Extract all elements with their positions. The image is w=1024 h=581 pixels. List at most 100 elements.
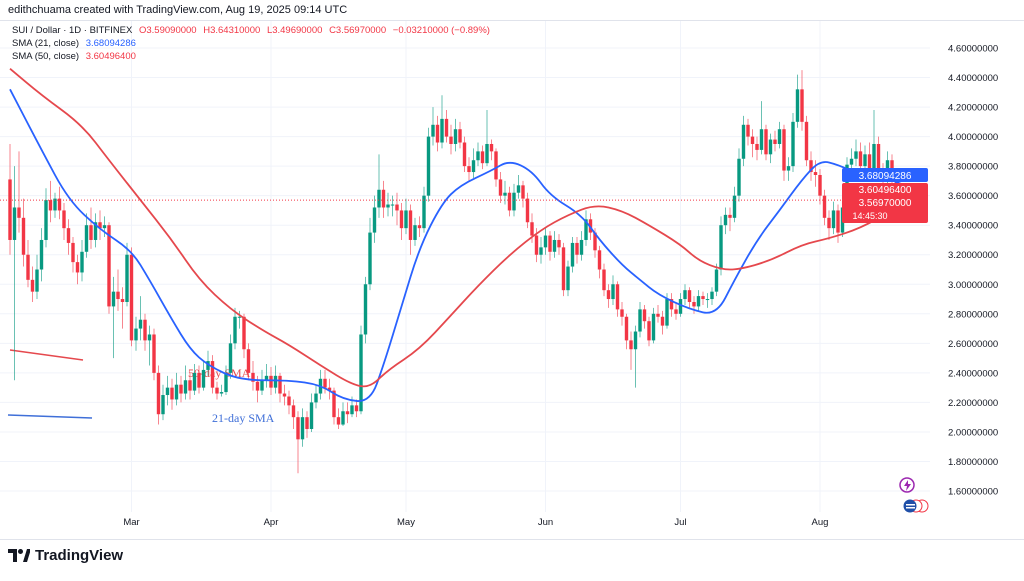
candle-body (269, 375, 273, 388)
candle (399, 203, 404, 240)
candle (539, 237, 543, 264)
candle-body (188, 380, 192, 391)
symbol-label[interactable]: SUI / Dollar · 1D · BITFINEX (12, 25, 133, 36)
logo-text: TradingView (35, 547, 124, 564)
candle (696, 290, 701, 311)
candle (597, 245, 602, 279)
candle-body (102, 225, 107, 229)
candle-body (692, 301, 696, 307)
candle-body (651, 313, 656, 341)
tradingview-logo[interactable]: TradingView (8, 547, 123, 564)
x-tick-label: May (397, 517, 415, 528)
candle-body (413, 225, 417, 240)
chart-credit: edithchuama created with TradingView.com… (8, 4, 348, 16)
sma50-label[interactable]: SMA (50, close) (12, 51, 80, 62)
candle-body (116, 291, 120, 300)
candle (755, 136, 759, 161)
y-tick-label: 3.00000000 (948, 280, 998, 291)
candle (719, 216, 723, 276)
candle (570, 237, 575, 273)
candle-body (399, 210, 404, 229)
candle (287, 390, 291, 415)
candle (66, 219, 71, 255)
candle-body (494, 151, 498, 180)
candle-body (516, 185, 521, 193)
high-value: H3.64310000 (203, 25, 261, 36)
candle-body (444, 118, 449, 137)
candle-body (35, 269, 39, 292)
candle (471, 148, 476, 178)
candle (224, 365, 228, 396)
candle-body (260, 380, 264, 391)
candle (543, 228, 548, 255)
candle (8, 143, 12, 255)
candle (431, 107, 435, 146)
candle-body (12, 207, 17, 240)
candle-body (210, 361, 215, 388)
candle-body (633, 331, 638, 350)
candle-body (332, 390, 336, 418)
y-tick-label: 4.00000000 (948, 132, 998, 143)
candle-body (350, 405, 354, 415)
candle-body (818, 174, 822, 196)
candle-body (129, 254, 134, 341)
candle-body (552, 239, 557, 252)
candle-body (233, 316, 237, 344)
candle (237, 310, 242, 329)
y-tick-label: 2.20000000 (948, 398, 998, 409)
candle (651, 307, 656, 344)
candle-body (656, 313, 660, 317)
candle-body (804, 121, 809, 161)
candle (156, 365, 161, 425)
candle-body (503, 192, 507, 196)
candle-body (251, 372, 255, 382)
candle-body (386, 204, 390, 208)
candle-body (174, 384, 179, 400)
lightning-icon[interactable] (899, 477, 915, 493)
candle (485, 110, 489, 167)
candle-body (795, 89, 800, 122)
candle (786, 157, 791, 181)
flag-icon[interactable] (903, 499, 929, 513)
candle (480, 145, 485, 170)
candle (525, 192, 530, 229)
y-tick-label: 1.80000000 (948, 457, 998, 468)
candle-body (354, 405, 359, 412)
candle-body (323, 378, 327, 388)
candle-body (309, 402, 314, 429)
candle (602, 263, 606, 297)
candle-body (530, 222, 534, 236)
candle (624, 313, 629, 350)
candle-body (539, 247, 543, 255)
candle (170, 378, 174, 410)
candle-body (485, 143, 489, 164)
candle-body (219, 392, 224, 394)
candle-body (84, 225, 89, 252)
candle-body (827, 217, 831, 229)
candle-body (624, 316, 629, 341)
candle-body (732, 195, 737, 218)
candle-body (525, 198, 530, 223)
candles (8, 70, 903, 474)
candle-body (458, 129, 462, 143)
candle (116, 269, 120, 311)
candle-body (98, 222, 102, 229)
candle (395, 192, 399, 226)
x-tick-label: Mar (123, 517, 139, 528)
candle-body (26, 254, 30, 280)
candle-body (206, 361, 210, 370)
candle-body (467, 166, 471, 173)
candle-body (453, 129, 458, 144)
candle (453, 118, 458, 152)
candle-body (93, 222, 98, 240)
candle (327, 378, 332, 400)
candle (314, 384, 318, 409)
candle (98, 210, 102, 240)
candle (197, 365, 201, 394)
candle (606, 284, 611, 308)
candle-body (710, 291, 714, 300)
candle (233, 307, 237, 350)
sma21-label[interactable]: SMA (21, close) (12, 38, 80, 49)
candle-body (534, 235, 539, 255)
